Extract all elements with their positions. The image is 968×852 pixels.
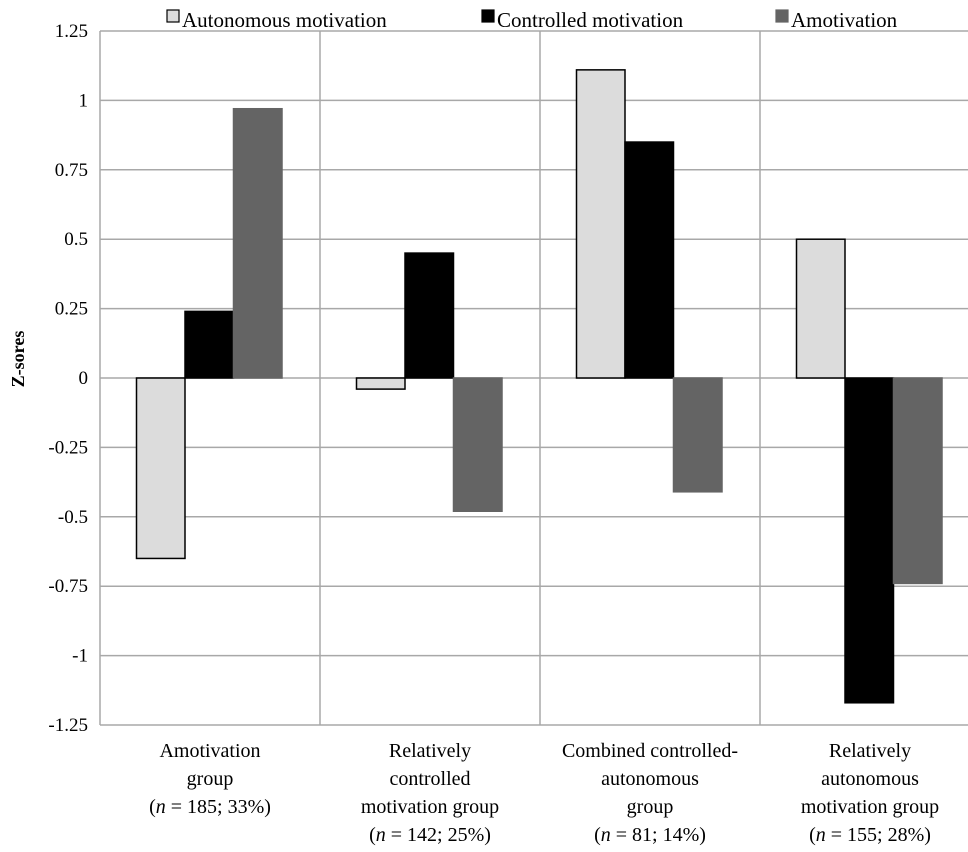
x-category-label-line: (n = 142; 25%) [369,824,491,846]
x-category-label-line: Combined controlled- [562,740,738,762]
legend-swatch [166,9,180,23]
y-tick-label: 0.5 [64,229,88,250]
legend-item: Autonomous motivation [166,8,387,32]
y-tick-label: 0 [79,368,89,389]
bar-autonomous-motivation [355,377,406,390]
x-category-label: Relatively controlled motivation group (n =… [361,740,499,846]
x-category-label-line: Relatively [829,740,911,762]
y-tick-label: -1.25 [48,715,88,736]
bar-autonomous-motivation [575,69,626,379]
x-category-label-line: autonomous [601,768,699,790]
legend: Autonomous motivation Controlled motivati… [166,8,898,32]
x-category-label-line: motivation group [801,796,939,818]
bar-controlled-motivation [404,252,455,379]
y-tick-label: -0.25 [48,437,88,458]
x-category-label: Amotivation group (n = 185; 33%) [149,740,271,818]
y-tick-label: -0.5 [58,507,88,528]
y-tick-label: -1 [72,646,88,667]
legend-label: Amotivation [791,8,898,32]
x-category-label-line: (n = 155; 28%) [809,824,931,846]
bar-amotivation [452,377,503,512]
x-category-label: Combined controlled-autonomous group (n = … [562,740,738,846]
y-tick-label: 1.25 [55,21,88,42]
y-tick-label: 1 [79,90,89,111]
legend-label: Autonomous motivation [182,8,387,32]
x-category-label-line: group [627,796,674,818]
x-category-label-line: Amotivation [159,740,260,762]
x-category-label-line: motivation group [361,796,499,818]
bar-autonomous-motivation [135,377,186,560]
bar-amotivation [672,377,723,493]
x-category-label-line: autonomous [821,768,919,790]
legend-swatch [481,9,495,23]
x-category-label-line: group [187,768,234,790]
x-category-label-line: (n = 81; 14%) [594,824,706,846]
legend-label: Controlled motivation [497,8,684,32]
bar-autonomous-motivation [795,238,846,379]
legend-swatch [775,9,789,23]
x-category-label-line: controlled [389,768,470,790]
bar-amotivation [232,107,283,379]
y-tick-label: -0.75 [48,576,88,597]
bars [135,69,943,704]
x-category-label-line: Relatively [389,740,471,762]
legend-item: Controlled motivation [481,8,684,32]
bar-amotivation [892,377,943,585]
x-category-label-line: (n = 185; 33%) [149,796,271,818]
y-axis-label: Z-sores [8,331,28,388]
legend-item: Amotivation [775,8,898,32]
bar-controlled-motivation [624,141,675,379]
y-axis-ticks: 1.25 1 0.75 0.5 0.25 0 -0.25 -0.5 -0.75 -1 -1.25 [48,21,88,736]
bar-controlled-motivation [184,310,235,379]
category-labels: Amotivation group (n = 185; 33%) Relatively… [149,740,939,846]
y-tick-label: 0.25 [55,299,88,320]
y-tick-label: 0.75 [55,160,88,181]
x-category-label: Relatively autonomous motivation group (n =… [801,740,939,846]
bar-controlled-motivation [844,377,895,704]
